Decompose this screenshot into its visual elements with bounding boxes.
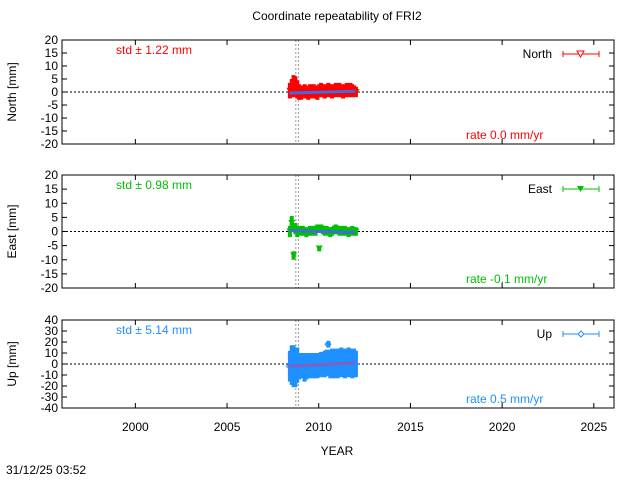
y-tick-label: -10	[41, 368, 59, 382]
legend-marker	[577, 330, 585, 338]
y-tick-label: -5	[47, 239, 58, 253]
std-annotation: std ± 1.22 mm	[116, 43, 192, 57]
trend-line	[289, 89, 356, 95]
y-tick-label: -5	[47, 98, 58, 112]
y-tick-label: 15	[45, 182, 59, 196]
y-axis-label: Up [mm]	[5, 341, 19, 386]
data-point	[352, 228, 360, 235]
legend-label: North	[523, 47, 552, 61]
y-tick-label: 5	[51, 210, 58, 224]
y-axis-label: East [mm]	[5, 204, 19, 258]
y-tick-label: 40	[45, 313, 59, 327]
trend-line	[289, 361, 356, 368]
x-tick-label: 2015	[397, 420, 424, 434]
data-point	[290, 252, 298, 259]
x-tick-label: 2005	[214, 420, 241, 434]
y-tick-label: -15	[41, 124, 59, 138]
y-tick-label: 20	[45, 33, 59, 47]
y-tick-label: 0	[51, 357, 58, 371]
error-bar	[326, 340, 331, 348]
y-tick-label: 10	[45, 59, 59, 73]
std-annotation: std ± 0.98 mm	[116, 178, 192, 192]
legend-label: East	[528, 182, 553, 196]
y-tick-label: -15	[41, 267, 59, 281]
y-tick-label: 15	[45, 46, 59, 60]
x-tick-label: 2025	[580, 420, 607, 434]
y-tick-label: 30	[45, 324, 59, 338]
y-tick-label: -10	[41, 111, 59, 125]
rate-annotation: rate 0.5 mm/yr	[466, 392, 543, 406]
trend-line	[289, 229, 356, 234]
y-tick-label: 20	[45, 335, 59, 349]
rate-annotation: rate -0.1 mm/yr	[466, 272, 547, 286]
y-tick-label: -10	[41, 253, 59, 267]
y-tick-label: -30	[41, 390, 59, 404]
y-tick-label: 0	[51, 85, 58, 99]
y-tick-label: 10	[45, 346, 59, 360]
data-point	[322, 359, 330, 367]
legend-label: Up	[537, 327, 553, 341]
chart-title: Coordinate repeatability of FRI2	[252, 9, 422, 23]
y-tick-label: 0	[51, 225, 58, 239]
y-axis-label: North [mm]	[5, 62, 19, 121]
error-bar	[353, 350, 358, 378]
y-tick-label: 5	[51, 72, 58, 86]
x-axis-label: YEAR	[321, 444, 354, 458]
timestamp: 31/12/25 03:52	[6, 463, 86, 477]
data-point	[324, 340, 332, 348]
legend-marker	[577, 186, 584, 192]
data-point	[315, 245, 323, 252]
x-tick-label: 2020	[489, 420, 516, 434]
x-tick-label: 2010	[305, 420, 332, 434]
y-tick-label: -20	[41, 281, 59, 295]
y-tick-label: 20	[45, 168, 59, 182]
legend-marker	[576, 50, 585, 58]
y-tick-label: -20	[41, 379, 59, 393]
y-tick-label: -40	[41, 401, 59, 415]
data-point	[288, 220, 296, 227]
x-tick-label: 2000	[122, 420, 149, 434]
std-annotation: std ± 5.14 mm	[116, 323, 192, 337]
y-tick-label: -20	[41, 137, 59, 151]
y-tick-label: 10	[45, 196, 59, 210]
rate-annotation: rate 0.0 mm/yr	[466, 128, 543, 142]
